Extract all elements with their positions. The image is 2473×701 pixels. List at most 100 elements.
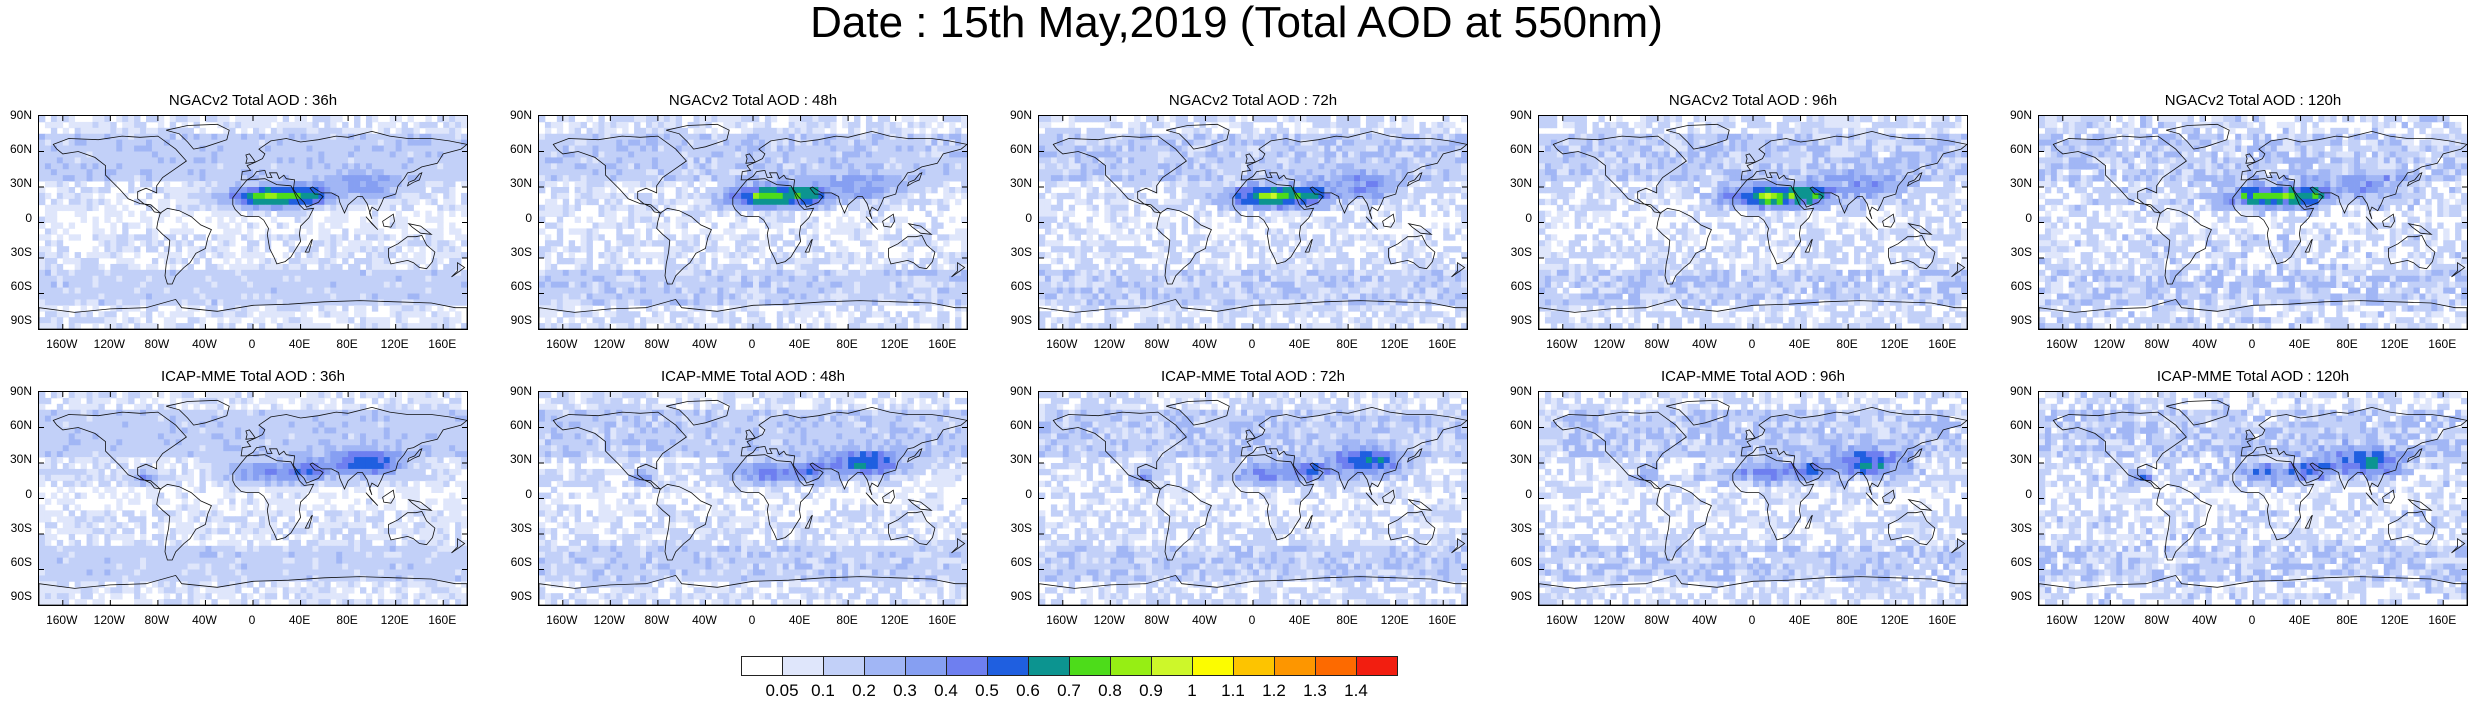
coastline <box>1156 483 1212 561</box>
coastline <box>1951 537 1966 554</box>
lat-label: 90S <box>1500 314 1532 326</box>
lon-label: 40E <box>1280 338 1320 350</box>
coastline <box>39 298 467 329</box>
coastline <box>1166 123 1230 150</box>
lon-label: 0 <box>1732 614 1772 626</box>
lon-label: 160E <box>2422 614 2462 626</box>
coastline <box>2052 411 2188 490</box>
lon-label: 40E <box>280 614 320 626</box>
coastline <box>888 511 936 546</box>
coastline <box>1804 514 1813 529</box>
lat-label: 30N <box>500 453 532 465</box>
lat-label: 90S <box>500 314 532 326</box>
lon-label: 120E <box>1375 338 1415 350</box>
coastline <box>656 483 712 561</box>
coastline <box>732 178 815 265</box>
coastline <box>1907 499 1933 511</box>
coastline <box>1539 298 1967 329</box>
lon-label: 160E <box>922 338 962 350</box>
colorbar-swatch <box>987 656 1029 676</box>
lat-label: 90N <box>0 385 32 397</box>
lon-label: 120W <box>2089 338 2129 350</box>
coastline <box>166 123 230 150</box>
aod-map <box>1038 391 1468 606</box>
lat-label: 90S <box>0 314 32 326</box>
coastline <box>804 514 813 529</box>
aod-field-svg <box>39 392 467 605</box>
lon-label: 120E <box>1875 338 1915 350</box>
lon-label: 160E <box>922 614 962 626</box>
coastline <box>1552 135 1688 214</box>
lat-label: 90N <box>1000 109 1032 121</box>
lat-label: 0 <box>500 212 532 224</box>
coastline <box>39 574 467 605</box>
coastline <box>2232 178 2315 265</box>
lat-label: 0 <box>2000 212 2032 224</box>
colorbar-swatch <box>1069 656 1111 676</box>
colorbar-swatch <box>1356 656 1398 676</box>
panel-title: NGACv2 Total AOD : 72h <box>1038 92 1468 110</box>
lat-label: 30S <box>2000 246 2032 258</box>
lat-label: 60N <box>0 419 32 431</box>
colorbar-label: 0.5 <box>966 682 1008 700</box>
panel-title: NGACv2 Total AOD : 120h <box>2038 92 2468 110</box>
lon-label: 120E <box>2375 614 2415 626</box>
lon-label: 160E <box>1922 614 1962 626</box>
lon-label: 80E <box>327 614 367 626</box>
coastline <box>2039 574 2467 605</box>
colorbar-label: 1.4 <box>1335 682 1377 700</box>
lon-label: 160E <box>422 338 462 350</box>
lon-label: 120E <box>875 614 915 626</box>
lat-label: 30S <box>500 522 532 534</box>
aod-map <box>1538 391 1968 606</box>
coastline <box>1166 399 1230 426</box>
coastline <box>1304 514 1313 529</box>
coastline <box>732 454 815 541</box>
coastline <box>166 399 230 426</box>
coastline <box>2304 514 2313 529</box>
lat-label: 90S <box>500 590 532 602</box>
lat-label: 30N <box>1000 177 1032 189</box>
colorbar-label: 0.2 <box>843 682 885 700</box>
map-panel: ICAP-MME Total AOD : 48h 90N 60N 30N 0 30S 60S… <box>500 368 970 638</box>
colorbar-label: 0.3 <box>884 682 926 700</box>
lon-label: 160W <box>1542 338 1582 350</box>
coastline <box>2388 235 2436 270</box>
coastline <box>382 213 395 228</box>
lon-label: 160W <box>2042 614 2082 626</box>
lon-label: 160W <box>42 614 82 626</box>
coastline <box>1451 261 1466 278</box>
coastline <box>156 207 212 285</box>
coastline <box>1240 406 1467 496</box>
lat-label: 90S <box>2000 590 2032 602</box>
lat-label: 30S <box>0 522 32 534</box>
coastline <box>304 238 313 253</box>
lon-label: 80E <box>2327 614 2367 626</box>
lat-label: 90S <box>1000 590 1032 602</box>
lon-label: 80W <box>2137 614 2177 626</box>
lat-label: 30S <box>0 246 32 258</box>
lon-label: 160W <box>1542 614 1582 626</box>
colorbar-swatch <box>1315 656 1357 676</box>
lon-label: 160W <box>2042 338 2082 350</box>
lat-label: 90N <box>2000 385 2032 397</box>
lon-label: 160W <box>1042 338 1082 350</box>
lon-label: 120E <box>1875 614 1915 626</box>
lon-label: 80W <box>1137 338 1177 350</box>
panel-title: ICAP-MME Total AOD : 72h <box>1038 368 1468 386</box>
coastline <box>1039 574 1467 605</box>
lat-label: 90S <box>1000 314 1032 326</box>
lon-label: 120W <box>589 614 629 626</box>
lat-label: 90N <box>0 109 32 121</box>
colorbar-swatch <box>905 656 947 676</box>
lat-label: 90S <box>1500 590 1532 602</box>
colorbar-swatch <box>1274 656 1316 676</box>
coastline <box>365 216 379 230</box>
lat-label: 0 <box>1000 488 1032 500</box>
map-panel: ICAP-MME Total AOD : 96h 90N 60N 30N 0 30S 60S… <box>1500 368 1970 638</box>
lat-label: 60S <box>0 556 32 568</box>
lon-label: 0 <box>1232 338 1272 350</box>
lon-label: 120E <box>375 614 415 626</box>
coastline <box>1304 238 1313 253</box>
lon-label: 40W <box>1684 614 1724 626</box>
